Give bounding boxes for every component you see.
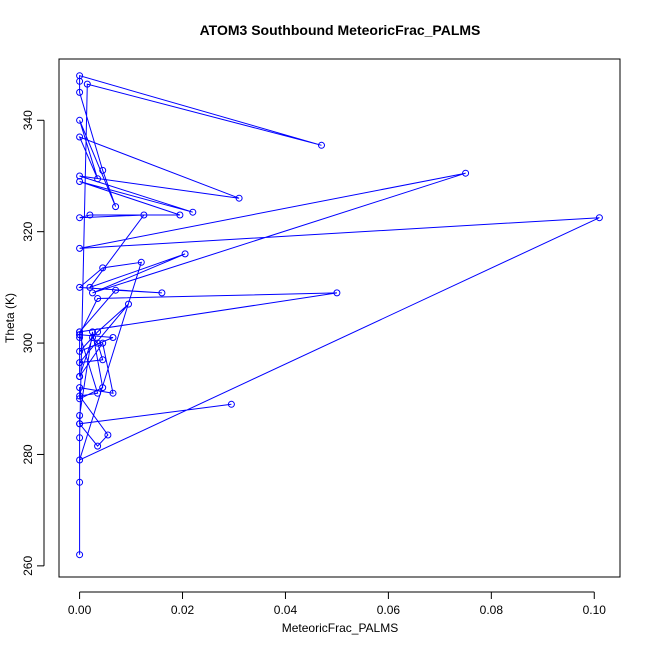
data-point [76, 420, 84, 428]
data-point [227, 400, 235, 408]
x-axis-label: MeteoricFrac_PALMS [282, 621, 398, 635]
data-point [76, 384, 84, 392]
data-point [94, 339, 102, 347]
data-point [99, 384, 107, 392]
data-point [76, 116, 84, 124]
series-layer [76, 72, 603, 559]
data-point [140, 211, 148, 219]
data-point [76, 347, 84, 355]
data-point [76, 551, 84, 559]
data-point [94, 328, 102, 336]
data-point [99, 356, 107, 364]
data-point [189, 208, 197, 216]
data-point [76, 88, 84, 96]
x-tick-label: 0.04 [274, 603, 298, 617]
y-axis: 260 280 300 320 340 [21, 110, 45, 576]
data-point [94, 295, 102, 302]
data-point [76, 133, 84, 141]
data-point [158, 289, 166, 297]
x-tick-label: 0.10 [583, 603, 607, 617]
data-point [76, 359, 84, 367]
x-tick-label: 0.08 [480, 603, 504, 617]
data-point [76, 244, 84, 252]
data-point [595, 214, 603, 222]
data-point [99, 339, 107, 347]
data-point [109, 334, 117, 341]
y-tick-label: 320 [21, 221, 35, 241]
data-point [137, 258, 145, 266]
data-point [76, 331, 84, 339]
y-tick-label: 340 [21, 110, 35, 130]
data-point [94, 175, 102, 183]
chart-title: ATOM3 Southbound MeteoricFrac_PALMS [200, 22, 481, 38]
data-point [86, 211, 94, 219]
data-point [318, 141, 325, 149]
x-tick-label: 0.06 [377, 603, 401, 617]
data-point [104, 431, 112, 439]
data-point [76, 178, 84, 185]
y-tick-label: 260 [21, 556, 35, 576]
data-point [76, 392, 84, 400]
data-point [99, 264, 107, 272]
data-point [176, 211, 184, 219]
data-point [112, 203, 120, 211]
data-point [235, 194, 243, 202]
series-line [78, 75, 600, 555]
data-point [76, 214, 84, 222]
x-tick-label: 0.00 [68, 603, 92, 617]
data-point [462, 169, 470, 177]
x-axis: 0.00 0.02 0.04 0.06 0.08 0.10 [68, 591, 607, 617]
data-point [83, 80, 91, 88]
data-point [112, 286, 120, 294]
data-point [181, 250, 189, 258]
data-point [94, 389, 102, 397]
data-point [89, 289, 96, 297]
x-tick-label: 0.02 [171, 603, 195, 617]
y-tick-label: 280 [21, 444, 35, 464]
data-point [76, 77, 84, 85]
data-point [76, 478, 84, 486]
data-point [76, 334, 84, 341]
y-tick-label: 300 [21, 333, 35, 353]
data-point [333, 289, 341, 297]
data-point [94, 442, 102, 450]
data-point [89, 328, 96, 336]
data-point [76, 434, 84, 442]
data-point [109, 389, 117, 397]
data-point [86, 283, 94, 291]
data-point [76, 373, 84, 380]
data-point [99, 166, 107, 174]
y-axis-label: Theta (K) [3, 293, 17, 343]
data-point [76, 283, 84, 291]
data-point [76, 395, 84, 403]
data-point [125, 300, 132, 308]
data-point [76, 412, 84, 419]
plot-area-frame [58, 58, 621, 578]
data-point [76, 456, 84, 464]
